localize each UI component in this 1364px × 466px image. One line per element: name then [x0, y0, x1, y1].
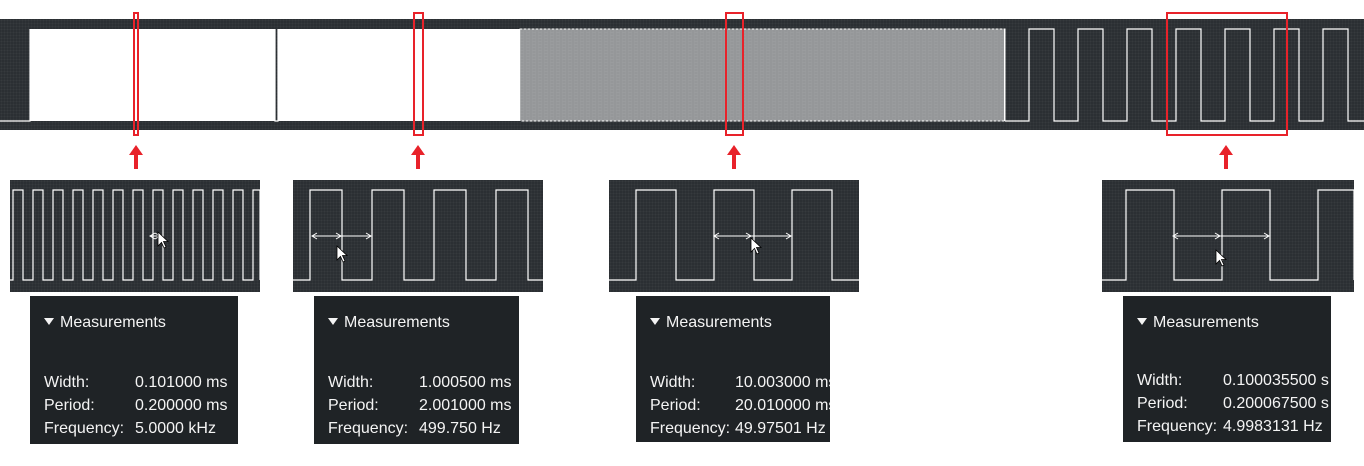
frequency-label: Frequency: — [650, 420, 731, 437]
zoom-view-3[interactable] — [609, 180, 859, 292]
zoom-waveform — [10, 189, 260, 281]
measurements-header[interactable]: Measurements — [44, 314, 166, 332]
frequency-label: Frequency: — [1137, 418, 1218, 435]
period-value: 20.010000 ms — [735, 397, 830, 414]
mouse-pointer-icon — [750, 237, 763, 255]
width-value: 0.100035500 s — [1223, 372, 1329, 389]
frequency-label: Frequency: — [328, 420, 409, 437]
frequency-value: 49.97501 Hz — [735, 420, 826, 437]
period-value: 0.200000 ms — [135, 397, 228, 414]
measurements-header[interactable]: Measurements — [328, 314, 450, 332]
width-label: Width: — [328, 374, 374, 391]
double-arrow-measure-icon — [713, 232, 792, 240]
frequency-value: 4.9983131 Hz — [1223, 418, 1323, 435]
triangle-down-icon[interactable] — [650, 318, 660, 325]
width-row: Width: 1.000500 ms — [328, 374, 512, 392]
measurements-panel-3: Measurements Width: 10.003000 ms Period:… — [636, 296, 830, 442]
highlight-box-4 — [1166, 12, 1288, 136]
dense-signal-block — [30, 29, 275, 121]
period-row: Period: 2.001000 ms — [328, 397, 512, 415]
period-row: Period: 20.010000 ms — [650, 397, 830, 415]
signal-medium — [519, 28, 1006, 122]
zoom-signal — [293, 189, 543, 281]
mouse-pointer-icon — [336, 245, 349, 263]
period-label: Period: — [328, 397, 379, 414]
triangle-down-icon[interactable] — [44, 318, 54, 325]
zoom-view-2[interactable] — [293, 180, 543, 292]
frequency-row: Frequency: 49.97501 Hz — [650, 420, 826, 438]
period-label: Period: — [1137, 395, 1188, 412]
zoom-waveform — [1102, 189, 1354, 281]
period-label: Period: — [650, 397, 701, 414]
highlight-box-1 — [133, 12, 139, 136]
width-label: Width: — [44, 374, 90, 391]
period-value: 0.200067500 s — [1223, 395, 1329, 412]
dense-signal-block — [278, 29, 520, 121]
double-arrow-measure-icon — [1172, 232, 1270, 240]
double-arrow-measure-icon — [311, 232, 372, 240]
frequency-label: Frequency: — [44, 420, 125, 437]
mouse-pointer-icon — [1215, 249, 1228, 267]
zoom-signal — [1102, 189, 1354, 281]
signal-slow — [1005, 28, 1364, 122]
main-signal-trace[interactable] — [0, 19, 1364, 130]
width-label: Width: — [1137, 372, 1183, 389]
width-value: 0.101000 ms — [135, 374, 228, 391]
triangle-down-icon[interactable] — [328, 318, 338, 325]
zoom-signal — [609, 189, 859, 281]
width-value: 10.003000 ms — [735, 374, 830, 391]
width-label: Width: — [650, 374, 696, 391]
width-value: 1.000500 ms — [419, 374, 512, 391]
period-row: Period: 0.200067500 s — [1137, 395, 1329, 413]
measurements-header[interactable]: Measurements — [650, 314, 772, 332]
zoom-waveform — [293, 189, 543, 281]
measurements-header[interactable]: Measurements — [1137, 314, 1259, 332]
zoom-view-1[interactable] — [10, 180, 260, 292]
red-arrow-up-icon — [411, 145, 425, 169]
measurements-panel-2: Measurements Width: 1.000500 ms Period: … — [314, 296, 519, 444]
highlight-box-2 — [413, 12, 424, 136]
red-arrow-up-icon — [727, 145, 741, 169]
frequency-row: Frequency: 4.9983131 Hz — [1137, 418, 1323, 436]
period-value: 2.001000 ms — [419, 397, 512, 414]
measurements-panel-1: Measurements Width: 0.101000 ms Period: … — [30, 296, 238, 444]
zoom-signal — [10, 189, 260, 281]
width-row: Width: 10.003000 ms — [650, 374, 830, 392]
width-row: Width: 0.101000 ms — [44, 374, 228, 392]
red-arrow-up-icon — [1219, 145, 1233, 169]
frequency-value: 499.750 Hz — [419, 420, 501, 437]
measurements-panel-4: Measurements Width: 0.100035500 s Period… — [1123, 296, 1331, 442]
width-row: Width: 0.100035500 s — [1137, 372, 1329, 390]
zoom-view-4[interactable] — [1102, 180, 1354, 292]
highlight-box-3 — [725, 12, 744, 136]
zoom-waveform — [609, 189, 859, 281]
main-waveform — [0, 28, 1364, 122]
frequency-value: 5.0000 kHz — [135, 420, 216, 437]
mouse-pointer-icon — [157, 231, 170, 249]
frequency-row: Frequency: 5.0000 kHz — [44, 420, 216, 438]
period-label: Period: — [44, 397, 95, 414]
frequency-row: Frequency: 499.750 Hz — [328, 420, 501, 438]
triangle-down-icon[interactable] — [1137, 318, 1147, 325]
red-arrow-up-icon — [129, 145, 143, 169]
period-row: Period: 0.200000 ms — [44, 397, 228, 415]
